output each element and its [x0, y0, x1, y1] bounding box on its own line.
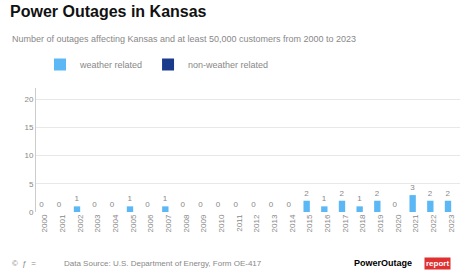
svg-text:3: 3: [410, 183, 415, 192]
svg-text:Power Outages in Kansas: Power Outages in Kansas: [10, 3, 207, 20]
svg-text:2003: 2003: [93, 214, 102, 232]
svg-text:2012: 2012: [252, 214, 261, 232]
svg-text:2018: 2018: [358, 214, 367, 232]
svg-text:0: 0: [233, 200, 238, 209]
svg-text:Data Source: U.S. Department o: Data Source: U.S. Department of Energy, …: [64, 259, 262, 268]
svg-text:1: 1: [357, 194, 362, 203]
svg-text:0: 0: [57, 200, 62, 209]
svg-text:2022: 2022: [429, 214, 438, 232]
svg-text:PowerOutage: PowerOutage: [354, 258, 412, 268]
svg-text:2007: 2007: [164, 214, 173, 232]
svg-text:2023: 2023: [447, 214, 456, 232]
svg-text:0: 0: [392, 200, 397, 209]
svg-text:1: 1: [163, 194, 168, 203]
svg-text:2005: 2005: [129, 214, 138, 232]
svg-text:2009: 2009: [199, 214, 208, 232]
svg-text:5: 5: [29, 180, 34, 189]
svg-text:0: 0: [286, 200, 291, 209]
svg-text:1: 1: [322, 194, 327, 203]
svg-text:20: 20: [24, 95, 33, 104]
svg-text:0: 0: [110, 200, 115, 209]
svg-text:10: 10: [24, 151, 33, 160]
svg-text:2014: 2014: [288, 214, 297, 232]
svg-text:© ƒ =: © ƒ =: [12, 259, 36, 268]
svg-text:1: 1: [74, 194, 79, 203]
svg-text:2: 2: [339, 189, 344, 198]
svg-text:2019: 2019: [376, 214, 385, 232]
svg-text:0: 0: [92, 200, 97, 209]
svg-text:0: 0: [198, 200, 203, 209]
svg-text:2006: 2006: [146, 214, 155, 232]
svg-text:0: 0: [29, 208, 34, 217]
svg-text:0: 0: [180, 200, 185, 209]
svg-text:2021: 2021: [411, 214, 420, 232]
svg-text:2001: 2001: [58, 214, 67, 232]
svg-text:2: 2: [304, 189, 309, 198]
svg-text:2017: 2017: [341, 214, 350, 232]
svg-text:2002: 2002: [76, 214, 85, 232]
svg-text:0: 0: [145, 200, 150, 209]
svg-text:2011: 2011: [235, 214, 244, 232]
svg-text:2008: 2008: [182, 214, 191, 232]
svg-text:2010: 2010: [217, 214, 226, 232]
svg-text:0: 0: [251, 200, 256, 209]
svg-text:2020: 2020: [394, 214, 403, 232]
svg-text:0: 0: [39, 200, 44, 209]
svg-text:weather related: weather related: [79, 60, 142, 70]
svg-text:0: 0: [269, 200, 274, 209]
svg-text:1: 1: [127, 194, 132, 203]
svg-text:15: 15: [24, 123, 33, 132]
svg-text:0: 0: [216, 200, 221, 209]
svg-text:2: 2: [445, 189, 450, 198]
svg-text:2015: 2015: [305, 214, 314, 232]
svg-text:2: 2: [375, 189, 380, 198]
svg-text:2: 2: [428, 189, 433, 198]
svg-text:report: report: [426, 259, 449, 268]
svg-text:2013: 2013: [270, 214, 279, 232]
svg-text:2000: 2000: [40, 214, 49, 232]
svg-text:2004: 2004: [111, 214, 120, 232]
svg-text:non-weather related: non-weather related: [188, 60, 268, 70]
svg-text:2016: 2016: [323, 214, 332, 232]
svg-text:Number of outages affecting Ka: Number of outages affecting Kansas and a…: [12, 34, 356, 44]
